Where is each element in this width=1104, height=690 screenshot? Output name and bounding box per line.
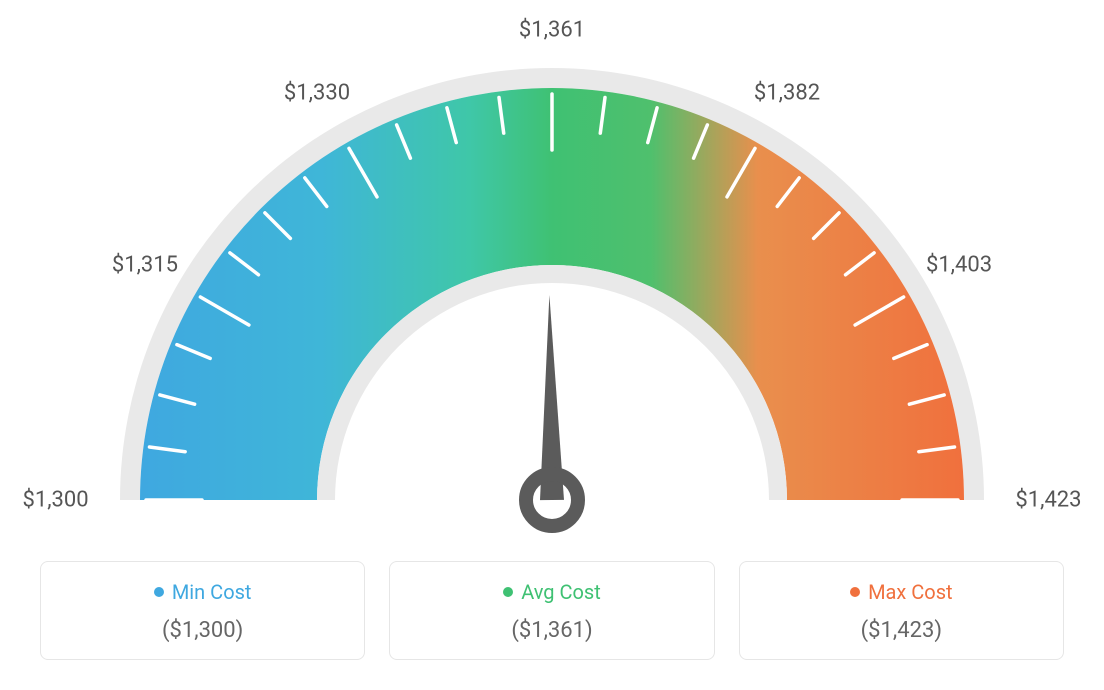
legend-max-title-text: Max Cost — [868, 580, 953, 604]
dot-icon — [850, 587, 860, 597]
gauge-svg — [0, 0, 1104, 560]
gauge-tick-label: $1,403 — [926, 253, 992, 278]
legend-min-value: ($1,300) — [53, 618, 352, 643]
legend-avg-title-text: Avg Cost — [521, 580, 601, 604]
gauge-tick-label: $1,315 — [112, 253, 178, 278]
gauge-tick-label: $1,330 — [284, 80, 350, 105]
cost-gauge-chart: $1,300 $1,315 $1,330 $1,361 $1,382 $1,403 $1,4… — [0, 0, 1104, 690]
gauge: $1,300 $1,315 $1,330 $1,361 $1,382 $1,403 $1,4… — [0, 0, 1104, 560]
gauge-tick-label: $1,423 — [1015, 488, 1081, 513]
legend-avg-box: Avg Cost ($1,361) — [389, 561, 714, 660]
legend-min-title-text: Min Cost — [172, 580, 252, 604]
legend-max-box: Max Cost ($1,423) — [739, 561, 1064, 660]
gauge-tick-label: $1,300 — [22, 488, 88, 513]
legend-avg-value: ($1,361) — [402, 618, 701, 643]
legend-min-title: Min Cost — [154, 580, 252, 604]
legend-max-title: Max Cost — [850, 580, 953, 604]
legend-min-box: Min Cost ($1,300) — [40, 561, 365, 660]
gauge-tick-label: $1,382 — [754, 80, 820, 105]
legend-row: Min Cost ($1,300) Avg Cost ($1,361) Max … — [40, 561, 1064, 660]
gauge-tick-label: $1,361 — [519, 18, 585, 43]
dot-icon — [503, 587, 513, 597]
legend-max-value: ($1,423) — [752, 618, 1051, 643]
legend-avg-title: Avg Cost — [503, 580, 601, 604]
dot-icon — [154, 587, 164, 597]
